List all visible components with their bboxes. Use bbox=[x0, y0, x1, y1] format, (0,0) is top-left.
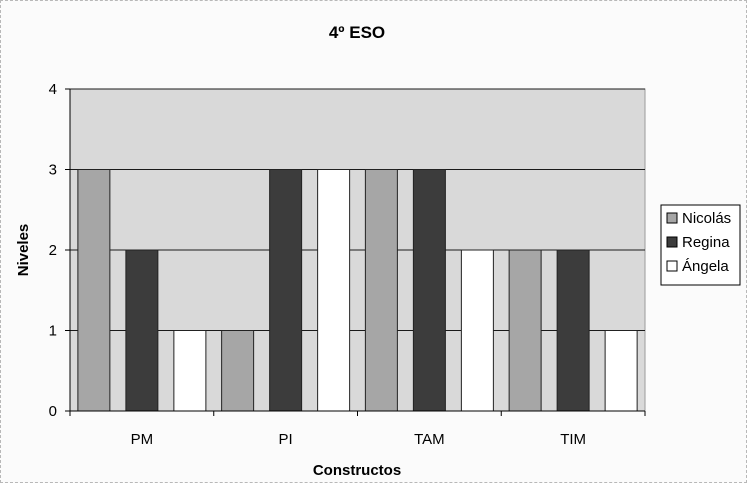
x-tick-label: PI bbox=[279, 431, 293, 448]
legend-label: Nicolás bbox=[682, 210, 731, 227]
y-tick-label: 3 bbox=[49, 162, 57, 179]
legend: Nicolás Regina Ángela bbox=[660, 204, 741, 286]
bar-regina-tim bbox=[556, 249, 590, 412]
plot-area: 0 1 2 3 4 PM PI TAM TIM bbox=[49, 81, 646, 448]
bar-regina-tam bbox=[412, 169, 446, 412]
bar-angela-pi bbox=[317, 169, 351, 412]
bar-nicolas-tam bbox=[364, 169, 398, 412]
chart-title: 4º ESO bbox=[329, 23, 385, 42]
y-tick-label: 4 bbox=[49, 81, 57, 98]
legend-swatch bbox=[666, 260, 678, 272]
bar-regina-pi bbox=[269, 169, 303, 412]
y-tick-label: 1 bbox=[49, 323, 57, 340]
x-tick-label: PM bbox=[131, 431, 154, 448]
y-axis-title: Niveles bbox=[15, 224, 32, 277]
x-tick-label: TAM bbox=[414, 431, 445, 448]
legend-swatch bbox=[666, 212, 678, 224]
bar-angela-tim bbox=[604, 330, 638, 412]
bar-nicolas-pm bbox=[77, 169, 111, 412]
x-tick-label: TIM bbox=[560, 431, 586, 448]
legend-label: Ángela bbox=[682, 258, 729, 275]
bar-angela-tam bbox=[460, 249, 494, 412]
y-tick-label: 0 bbox=[49, 403, 57, 420]
legend-label: Regina bbox=[682, 234, 730, 251]
bar-nicolas-tim bbox=[508, 249, 542, 412]
y-tick-label: 2 bbox=[49, 242, 57, 259]
bar-angela-pm bbox=[173, 330, 207, 412]
bar-nicolas-pi bbox=[221, 330, 255, 412]
x-axis-title: Constructos bbox=[313, 462, 401, 479]
bar-regina-pm bbox=[125, 249, 159, 412]
legend-swatch bbox=[666, 236, 678, 248]
